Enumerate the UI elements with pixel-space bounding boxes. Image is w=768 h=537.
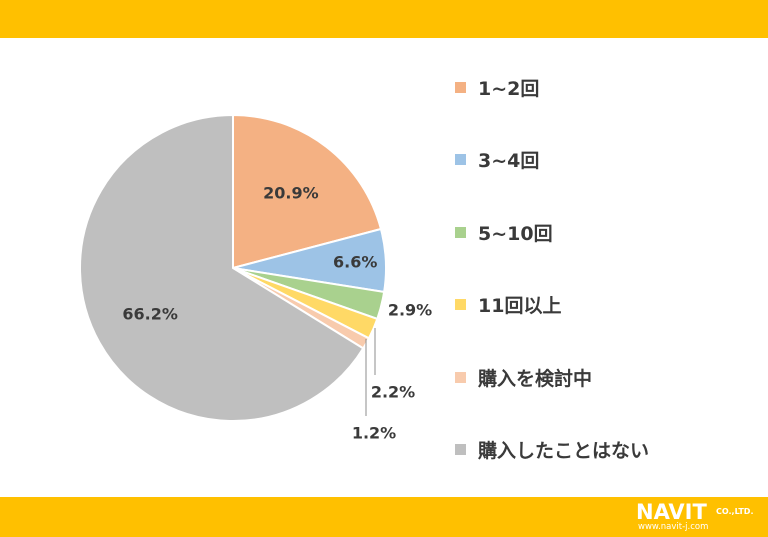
legend-item: 購入を検討中 xyxy=(455,362,592,392)
legend-label: 5~10回 xyxy=(478,222,553,245)
logo-company-suffix: CO.,LTD. xyxy=(716,507,754,516)
logo-url: www.navit-j.com xyxy=(638,522,709,532)
legend-swatch xyxy=(455,371,466,383)
data-label: 20.9% xyxy=(263,183,319,202)
pie-slice xyxy=(79,113,365,422)
legend-label: 3~4回 xyxy=(478,150,540,172)
navit-logo: NAVIT CO.,LTD. www.navit-j.com xyxy=(636,500,762,534)
legend-swatch xyxy=(455,444,466,455)
top-band xyxy=(0,0,768,38)
legend-swatch xyxy=(455,226,466,238)
pie-slices xyxy=(79,113,387,422)
data-label: 2.9% xyxy=(388,301,432,320)
logo-name: NAVIT xyxy=(636,500,707,524)
legend-label: 購入したことはない xyxy=(478,440,650,462)
legend-swatch xyxy=(455,154,466,165)
leader-lines xyxy=(365,328,376,416)
legend-item: 3~4回 xyxy=(455,145,539,175)
legend-item: 購入したことはない xyxy=(455,435,649,465)
legend-swatch xyxy=(455,81,466,93)
data-labels: 20.9% 6.6% 2.9% 2.2% 1.2% 66.2% xyxy=(122,183,432,442)
legend-swatch xyxy=(455,299,466,310)
legend-item: 11回以上 xyxy=(455,290,561,320)
legend-label: 購入を検討中 xyxy=(478,367,593,390)
bottom-band xyxy=(0,497,768,537)
pie-slice xyxy=(232,113,383,270)
data-label: 1.2% xyxy=(352,424,396,443)
legend-label: 11回以上 xyxy=(478,295,562,317)
data-label: 66.2% xyxy=(122,305,178,324)
legend-item: 1~2回 xyxy=(455,72,539,102)
legend-item: 5~10回 xyxy=(455,217,553,247)
data-label: 2.2% xyxy=(371,383,415,402)
data-label: 6.6% xyxy=(333,252,377,271)
legend-label: 1~2回 xyxy=(478,77,540,100)
